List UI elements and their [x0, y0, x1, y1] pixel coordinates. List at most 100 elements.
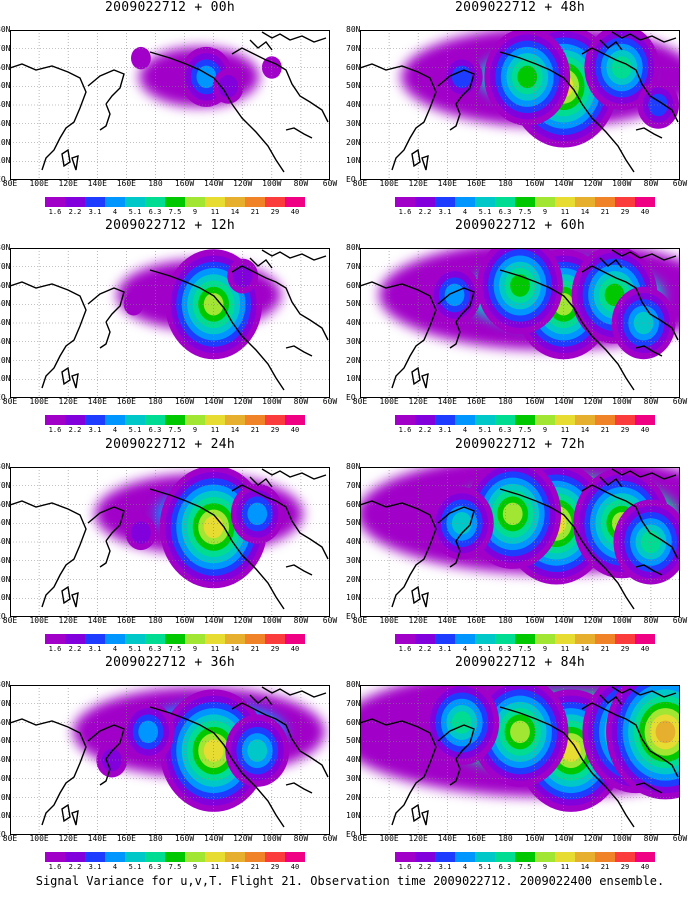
longitude-label: 180 — [148, 834, 163, 843]
colorbar-level-label: 2.2 — [418, 645, 432, 653]
colorbar-level-label: 29 — [270, 863, 280, 871]
colorbar-swatch — [475, 634, 495, 644]
latitude-label: 30N — [346, 773, 361, 783]
panel-title: 2009022712 + 72h — [454, 437, 586, 452]
map-frame — [10, 30, 330, 180]
longitude-label: 100W — [262, 616, 282, 625]
latitude-label: 50N — [0, 81, 11, 91]
panel-title: 2009022712 + 12h — [104, 218, 236, 233]
latitude-label: 20N — [0, 574, 11, 584]
latitude-label: 10N — [0, 156, 11, 166]
longitude-label: 80W — [643, 616, 659, 625]
longitude-label: 160W — [524, 179, 545, 188]
longitude-label: 120W — [583, 616, 603, 625]
colorbar-swatch — [595, 852, 615, 862]
colorbar-level-label: 2.2 — [418, 863, 432, 871]
colorbar-level-label: 9 — [192, 645, 198, 653]
variance-contour — [218, 75, 239, 98]
colorbar-level-label: 4 — [462, 863, 468, 871]
longitude-label: 60W — [672, 397, 688, 406]
colorbar-swatch — [205, 415, 225, 425]
longitude-label: 80W — [293, 834, 309, 843]
latitude-label: 50N — [0, 736, 11, 746]
colorbar-level-label: 21 — [600, 863, 610, 871]
longitude-label: 160E — [466, 397, 486, 406]
colorbar-level-label: 3.1 — [88, 863, 102, 871]
map-svg — [10, 685, 330, 835]
longitude-label: 100W — [612, 834, 632, 843]
colorbar-swatch — [225, 852, 245, 862]
variance-field — [379, 248, 680, 360]
colorbar-level-label: 5.1 — [128, 645, 142, 653]
colorbar-swatch — [245, 415, 265, 425]
latitude-label: EQ — [0, 612, 6, 621]
latitude-label: 60N — [0, 62, 11, 72]
map-svg — [360, 467, 680, 617]
longitude-label: 160E — [116, 397, 136, 406]
variance-field — [117, 249, 282, 360]
longitude-label: 60W — [672, 834, 688, 843]
map-svg — [10, 467, 330, 617]
colorbar-level-label: 7.5 — [518, 208, 532, 216]
longitude-label: 160E — [116, 179, 136, 188]
latitude-label: EQ — [0, 830, 6, 839]
colorbar-swatch — [105, 415, 125, 425]
longitude-label: 80E — [2, 179, 18, 188]
colorbar-swatch — [475, 197, 495, 207]
longitude-label: 140W — [203, 179, 224, 188]
colorbar-level-label: 4 — [112, 863, 118, 871]
colorbar-swatch — [285, 852, 305, 862]
colorbar-level-label: 6.3 — [148, 645, 162, 653]
colorbar-swatch — [455, 634, 475, 644]
colorbar-swatch — [615, 197, 635, 207]
longitude-label: 60W — [322, 397, 338, 406]
colorbar-swatch — [635, 852, 655, 862]
colorbar-swatch — [435, 415, 455, 425]
colorbar-swatch — [635, 634, 655, 644]
longitude-label: 80E — [352, 616, 368, 625]
colorbar-level-label: 21 — [250, 645, 260, 653]
colorbar-level-label: 2.2 — [68, 208, 82, 216]
longitude-label: 100E — [379, 397, 399, 406]
colorbar-swatch — [265, 415, 285, 425]
colorbar-swatch — [145, 852, 165, 862]
longitude-label: 100E — [379, 179, 399, 188]
colorbar-level-label: 40 — [290, 426, 300, 434]
longitude-label: 120E — [58, 616, 78, 625]
latitude-label: 80N — [346, 680, 361, 689]
colorbar-swatch — [145, 415, 165, 425]
colorbar-level-label: 1.6 — [398, 863, 412, 871]
coastlines — [360, 686, 679, 828]
map-panel-p12: 2009022712 + 12h 80N 70N 60N 50N 40N 30N 20N 10N… — [0, 218, 340, 436]
colorbar-swatch — [285, 415, 305, 425]
colorbar-labels: 1.6 2.2 3.1 4 5.1 6.3 7.5 9 11 14 21 29 40 — [45, 208, 305, 217]
latitude-label: 30N — [0, 118, 11, 128]
colorbar-level-label: 5.1 — [478, 863, 492, 871]
longitude-label: 120E — [58, 179, 78, 188]
colorbar-swatch — [395, 197, 415, 207]
colorbar-level-label: 21 — [250, 426, 260, 434]
map-frame — [10, 685, 330, 835]
latitude-label: EQ — [346, 612, 356, 621]
longitude-label: 160W — [174, 397, 195, 406]
colorbar-level-label: 3.1 — [438, 645, 452, 653]
longitude-label: 100W — [612, 179, 632, 188]
colorbar-swatch — [535, 415, 555, 425]
latitude-label: 70N — [346, 698, 361, 708]
colorbar-level-label: 3.1 — [88, 208, 102, 216]
colorbar-level-label: 3.1 — [88, 426, 102, 434]
latitude-label: 30N — [0, 773, 11, 783]
longitude-label: 100W — [262, 834, 282, 843]
latitude-label: 20N — [346, 355, 361, 365]
colorbar-swatch — [225, 634, 245, 644]
latitude-label: 50N — [346, 736, 361, 746]
longitude-label: 100W — [262, 397, 282, 406]
latitude-label: 10N — [346, 156, 361, 166]
map-panel-p48: 2009022712 + 48h 80N 70N 60N 50N 40N 30N 20N 10N… — [346, 0, 690, 218]
colorbar-level-label: 7.5 — [168, 863, 182, 871]
latitude-label: 30N — [0, 555, 11, 565]
figure-caption: Signal Variance for u,v,T. Flight 21. Ob… — [35, 874, 665, 888]
colorbar-swatch — [105, 852, 125, 862]
colorbar-swatch — [595, 634, 615, 644]
